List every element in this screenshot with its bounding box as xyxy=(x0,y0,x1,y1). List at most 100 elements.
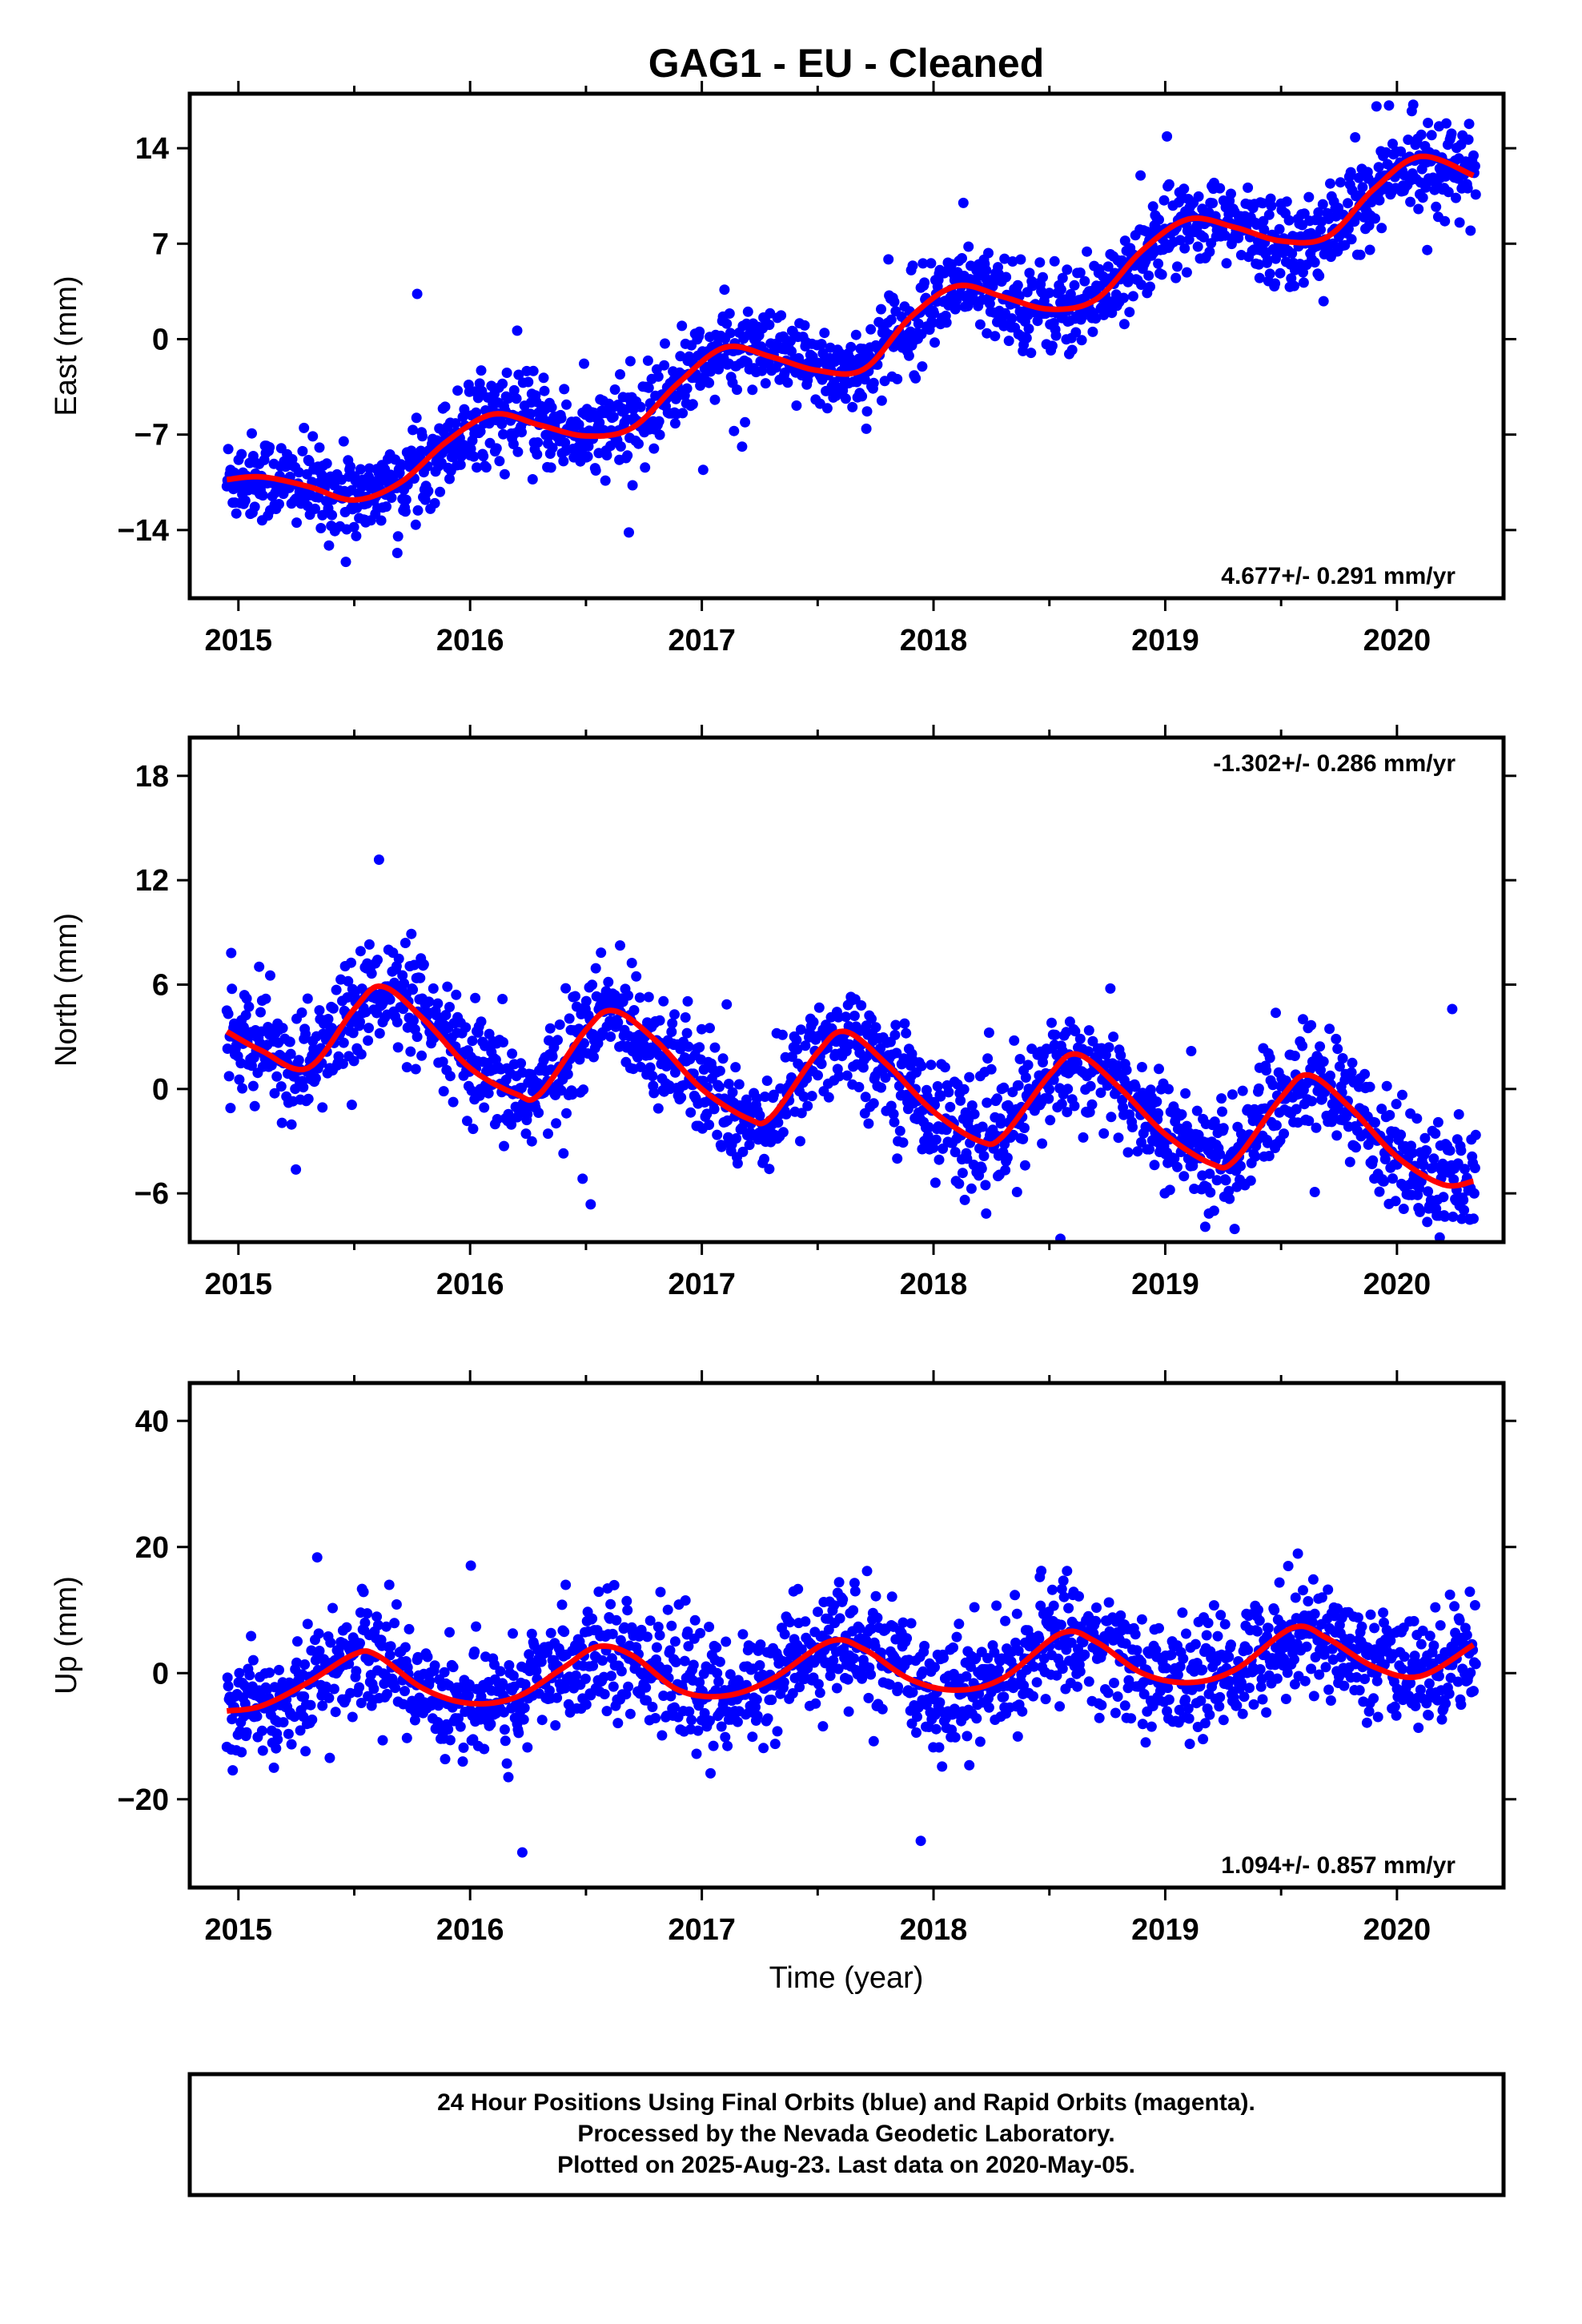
data-point xyxy=(1374,1186,1385,1197)
data-point xyxy=(744,1140,755,1151)
data-point xyxy=(861,406,873,417)
data-point xyxy=(1184,1739,1195,1750)
data-point xyxy=(323,540,335,551)
data-point xyxy=(1343,198,1353,209)
data-point xyxy=(229,467,239,478)
data-point xyxy=(889,1029,901,1040)
data-point xyxy=(1001,271,1012,283)
data-point xyxy=(1344,1156,1355,1168)
data-point xyxy=(552,1692,563,1703)
data-point xyxy=(296,1007,307,1018)
data-point xyxy=(930,1662,940,1673)
data-point xyxy=(907,1687,918,1698)
data-point xyxy=(1343,223,1354,235)
data-point xyxy=(399,978,410,989)
data-point xyxy=(499,468,510,480)
data-point xyxy=(444,1626,455,1638)
data-point xyxy=(1298,277,1309,288)
data-point xyxy=(683,1041,694,1052)
data-point xyxy=(574,1054,585,1065)
data-point xyxy=(694,326,705,337)
data-point xyxy=(1453,1109,1464,1120)
data-point xyxy=(1439,215,1451,227)
data-point xyxy=(612,1718,624,1729)
data-point xyxy=(1087,1035,1098,1047)
data-point xyxy=(943,1087,954,1098)
data-point xyxy=(1074,1033,1086,1044)
data-point xyxy=(1219,1618,1231,1630)
data-point xyxy=(1014,1054,1026,1064)
data-point xyxy=(850,329,861,340)
data-point xyxy=(1289,1051,1300,1061)
data-point xyxy=(247,428,257,439)
data-point xyxy=(886,1591,897,1602)
data-point xyxy=(885,1679,895,1690)
data-point xyxy=(901,1027,912,1039)
data-point xyxy=(1390,1196,1401,1207)
data-point xyxy=(1127,1122,1138,1132)
data-point xyxy=(475,426,486,437)
data-point xyxy=(1274,1577,1285,1588)
data-point xyxy=(234,1667,245,1679)
data-point xyxy=(1056,1583,1067,1594)
data-point xyxy=(401,1732,412,1743)
data-point xyxy=(712,1129,723,1140)
data-point xyxy=(587,1613,598,1624)
data-point xyxy=(489,1659,500,1671)
data-point xyxy=(708,1740,719,1751)
data-point xyxy=(368,1683,379,1695)
data-point xyxy=(442,981,453,992)
data-point xyxy=(1183,1713,1195,1724)
data-point xyxy=(1013,1080,1024,1091)
data-point xyxy=(777,1127,789,1138)
data-point xyxy=(444,1735,456,1746)
data-point xyxy=(271,1071,283,1082)
data-point xyxy=(845,341,857,352)
data-point xyxy=(1204,1709,1215,1720)
data-point xyxy=(966,1183,977,1194)
data-point xyxy=(719,284,730,296)
data-point xyxy=(647,1071,658,1082)
data-point xyxy=(1086,1099,1098,1110)
data-point xyxy=(934,1154,945,1165)
data-point xyxy=(1456,1213,1468,1224)
data-point xyxy=(498,428,508,440)
data-point xyxy=(411,412,422,424)
data-point xyxy=(247,1655,259,1666)
data-point xyxy=(714,1081,725,1092)
data-point xyxy=(897,1137,909,1148)
data-point xyxy=(621,1595,632,1606)
data-point xyxy=(522,1742,533,1753)
data-point xyxy=(560,983,572,994)
data-point xyxy=(1192,241,1203,252)
data-point xyxy=(1370,213,1380,224)
data-point xyxy=(870,1022,881,1033)
data-point xyxy=(1261,1707,1272,1718)
data-point xyxy=(883,254,894,265)
data-point xyxy=(347,1027,359,1039)
data-point xyxy=(999,1139,1010,1150)
data-point xyxy=(543,1128,553,1140)
data-point xyxy=(1120,1638,1131,1649)
data-point xyxy=(751,1694,762,1705)
data-point xyxy=(300,1028,311,1039)
data-point xyxy=(1229,1224,1240,1235)
data-point xyxy=(929,308,940,319)
data-point xyxy=(795,1136,805,1147)
data-point xyxy=(1417,192,1428,203)
data-point xyxy=(1098,1128,1110,1139)
data-point xyxy=(1057,1663,1068,1675)
data-point xyxy=(424,1675,436,1687)
x-tick-label: 2015 xyxy=(205,624,273,657)
data-point xyxy=(1237,1085,1248,1096)
data-point xyxy=(1331,1033,1342,1044)
data-point xyxy=(289,1711,300,1723)
data-point xyxy=(1446,128,1457,139)
data-point xyxy=(362,1608,373,1619)
data-point xyxy=(754,1660,765,1671)
data-point xyxy=(1140,1737,1151,1748)
data-point xyxy=(1317,199,1328,210)
data-point xyxy=(469,1647,480,1657)
data-point xyxy=(1069,1100,1080,1112)
